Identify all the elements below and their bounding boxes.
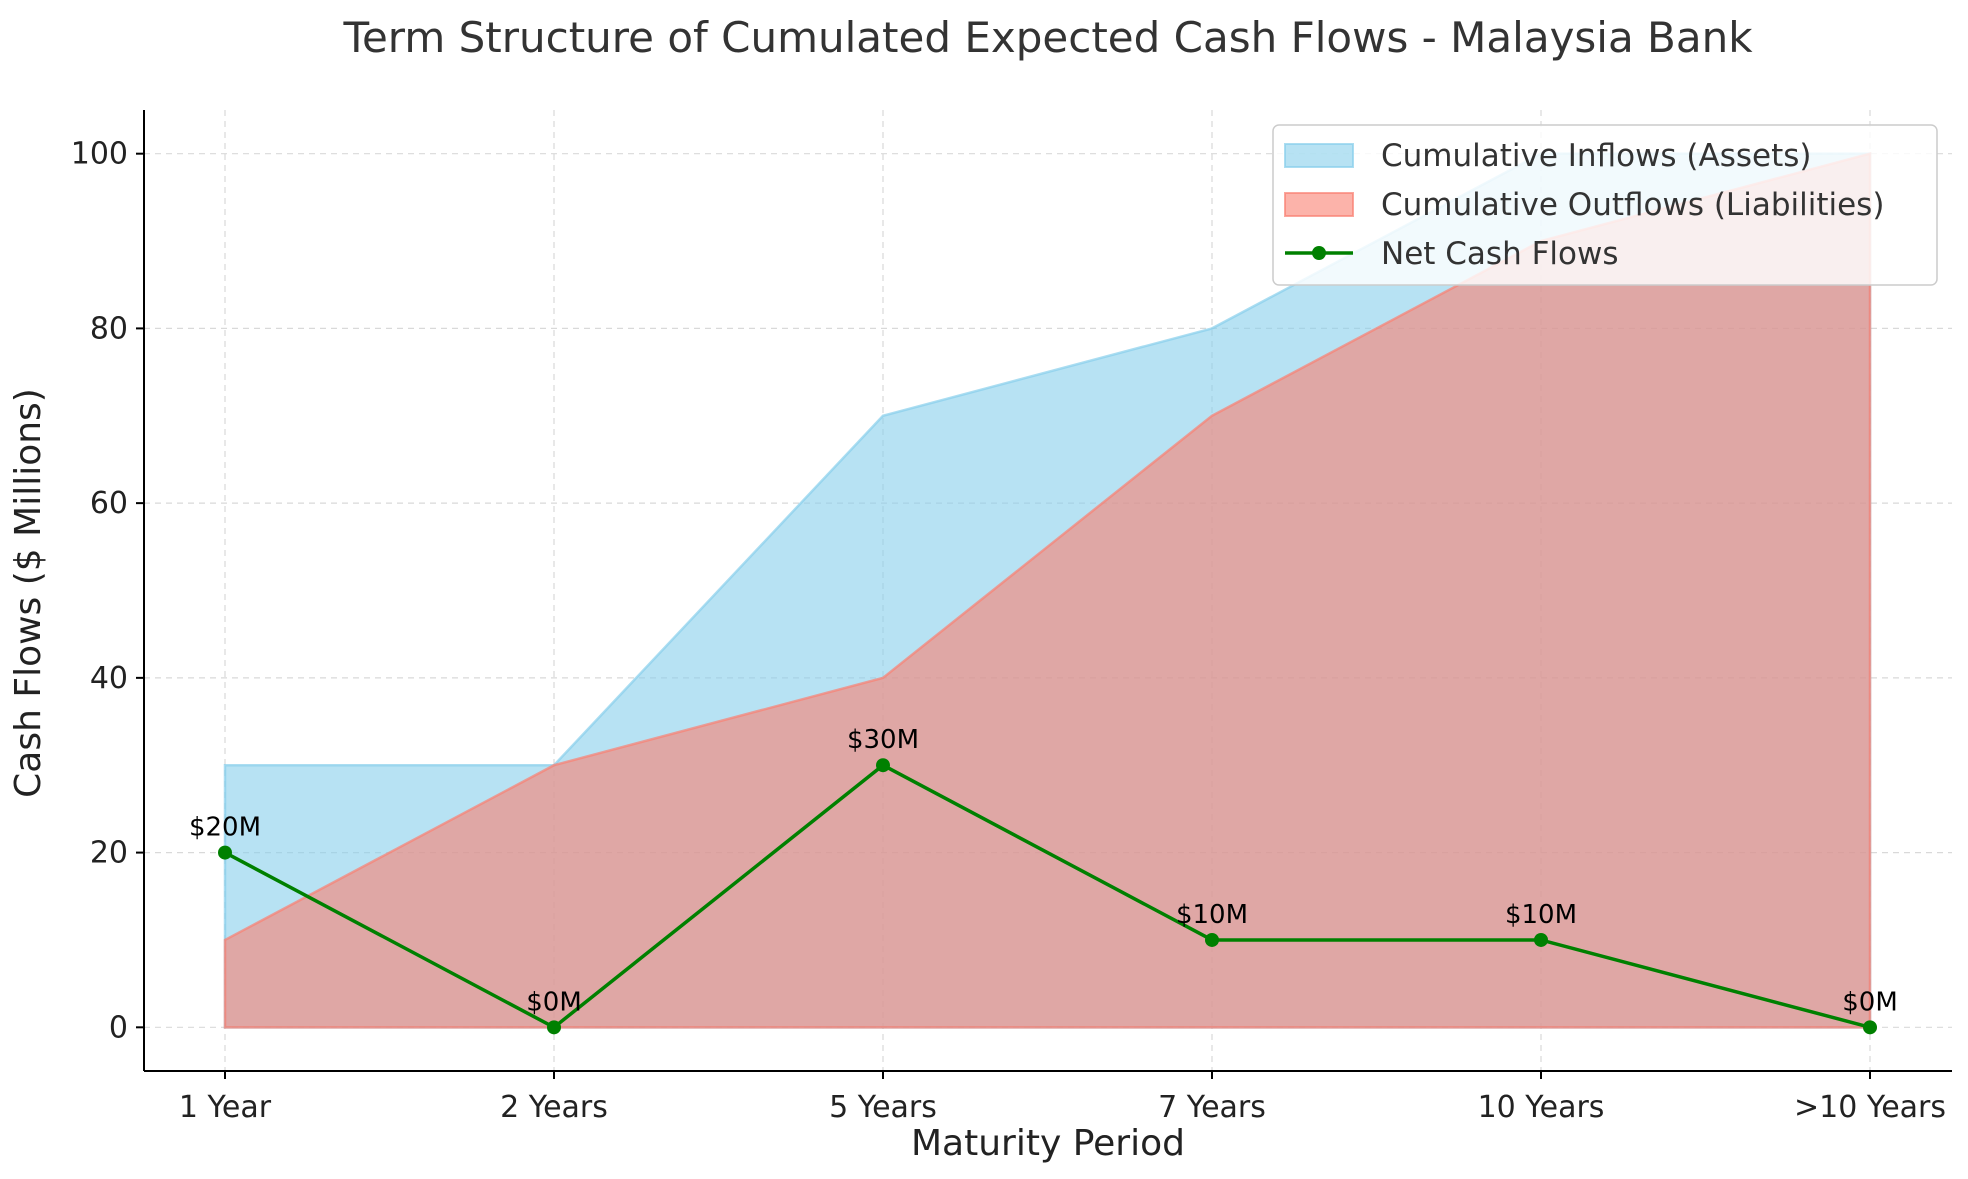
data-label-1: $0M <box>526 987 582 1017</box>
legend-swatch-marker-2 <box>1312 246 1326 260</box>
y-tick-label-1: 20 <box>90 836 128 871</box>
data-label-3: $10M <box>1176 900 1248 930</box>
x-tick-label-4: 10 Years <box>1478 1090 1605 1125</box>
legend-label-0: Cumulative Inflows (Assets) <box>1381 138 1812 174</box>
legend-box <box>1272 124 1938 286</box>
x-tick-label-5: >10 Years <box>1794 1090 1946 1125</box>
x-axis-label: Maturity Period <box>911 1123 1185 1164</box>
area-outflows <box>223 152 1872 1029</box>
legend-swatch-1 <box>1284 192 1354 217</box>
y-axis-label: Cash Flows ($ Millions) <box>8 388 49 798</box>
data-label-4: $10M <box>1505 900 1577 930</box>
legend-swatch-0 <box>1284 143 1354 168</box>
y-tick-label-5: 100 <box>71 137 128 172</box>
data-labels: $20M $0M $30M $10M $10M $0M <box>189 725 1898 1017</box>
net-cash-flow-line <box>224 763 1871 1030</box>
x-tick-label-1: 2 Years <box>500 1090 608 1125</box>
y-tick-label-0: 0 <box>109 1010 128 1045</box>
net-point-4 <box>1534 932 1548 947</box>
y-tick-labels: 0 20 40 60 80 100 <box>71 137 144 1045</box>
x-tick-label-0: 1 Year <box>179 1090 272 1125</box>
x-tick-label-2: 5 Years <box>829 1090 937 1125</box>
net-point-0 <box>218 845 232 860</box>
legend-label-1: Cumulative Outflows (Liabilities) <box>1381 187 1884 223</box>
net-point-1 <box>547 1020 561 1035</box>
data-label-5: $0M <box>1842 987 1898 1017</box>
x-tick-label-3: 7 Years <box>1158 1090 1266 1125</box>
y-tick-label-3: 60 <box>90 486 128 521</box>
legend-label-2: Net Cash Flows <box>1381 236 1618 272</box>
area-series <box>223 152 1872 1029</box>
net-point-3 <box>1205 932 1219 947</box>
net-point-2 <box>876 758 890 773</box>
axes <box>143 110 1952 1072</box>
x-tick-labels: 1 Year 2 Years 5 Years 7 Years 10 Years >10 Y… <box>179 1071 1946 1125</box>
chart-title: Term Structure of Cumulated Expected Cas… <box>342 13 1753 62</box>
net-line-series <box>218 758 1877 1035</box>
legend: Cumulative Inflows (Assets) Cumulative Ou… <box>1272 124 1938 286</box>
net-point-5 <box>1863 1020 1877 1035</box>
data-label-0: $20M <box>189 813 261 843</box>
data-label-2: $30M <box>847 725 919 755</box>
y-tick-label-4: 80 <box>90 311 128 346</box>
y-tick-label-2: 40 <box>90 661 128 696</box>
